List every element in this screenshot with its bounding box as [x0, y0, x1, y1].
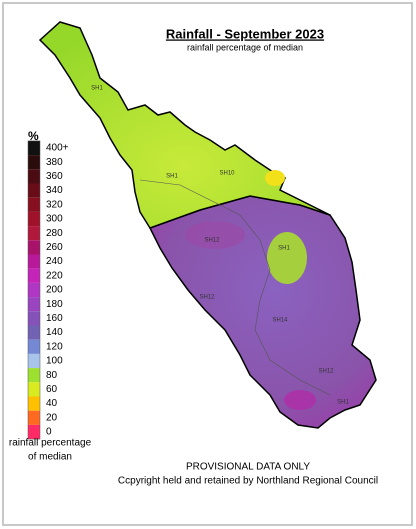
legend-label: 40 — [46, 398, 58, 409]
legend-label: 240 — [46, 256, 63, 267]
road-label: SH1 — [278, 246, 290, 252]
legend-swatch — [28, 226, 40, 241]
legend-label: 140 — [46, 327, 63, 338]
legend-swatch — [28, 268, 40, 283]
legend-unit: % — [28, 129, 39, 143]
legend-swatch — [28, 396, 40, 411]
legend: % 400+3803603403203002802602402202001801… — [9, 129, 92, 462]
legend-swatch — [28, 169, 40, 184]
legend-swatch — [28, 297, 40, 312]
footer-line: Ccpyright held and retained by Northland… — [118, 476, 378, 487]
header: Rainfall - September 2023 rainfall perce… — [166, 26, 324, 52]
legend-label: 220 — [46, 270, 63, 281]
legend-label: 20 — [46, 412, 58, 423]
road-label: SH12 — [199, 295, 215, 301]
road-labels: SH1 SH1 SH10 SH12 SH1 SH12 SH14 SH12 SH1 — [91, 86, 349, 406]
legend-swatch — [28, 140, 40, 156]
legend-swatch — [28, 282, 40, 298]
purple-patch — [185, 221, 245, 249]
title: Rainfall - September 2023 — [166, 26, 324, 41]
green-patch — [267, 232, 307, 284]
legend-label: 160 — [46, 313, 63, 324]
yellow-patch — [265, 170, 285, 186]
legend-label: 120 — [46, 341, 63, 352]
region-south — [148, 195, 377, 429]
legend-label: 260 — [46, 242, 63, 253]
legend-swatch — [28, 311, 40, 326]
legend-border — [27, 140, 41, 440]
subtitle: rainfall percentage of median — [187, 42, 303, 52]
legend-label: 380 — [46, 157, 63, 168]
legend-swatch — [28, 353, 40, 369]
legend-caption: rainfall percentage — [9, 438, 92, 449]
region-north — [38, 21, 331, 229]
legend-caption: of median — [28, 452, 72, 463]
road-label: SH1 — [91, 86, 103, 92]
road-label: SH1 — [166, 174, 178, 180]
road-label: SH10 — [219, 171, 235, 177]
legend-swatch — [28, 339, 40, 354]
legend-swatch — [28, 197, 40, 212]
legend-label: 340 — [46, 185, 63, 196]
legend-label: 60 — [46, 384, 58, 395]
legend-swatch — [28, 424, 40, 440]
legend-swatch — [28, 155, 40, 170]
legend-label: 320 — [46, 199, 63, 210]
legend-swatch — [28, 254, 40, 269]
road — [139, 179, 331, 396]
magenta-patch — [284, 390, 316, 410]
footer-line: PROVISIONAL DATA ONLY — [186, 462, 310, 473]
road-label: SH12 — [318, 369, 334, 375]
legend-label: 280 — [46, 228, 63, 239]
legend-label: 360 — [46, 171, 63, 182]
road-label: SH1 — [337, 400, 349, 406]
frame — [2, 2, 413, 526]
legend-label: 400+ — [46, 143, 69, 154]
footer: PROVISIONAL DATA ONLY Ccpyright held and … — [118, 462, 378, 487]
legend-label: 180 — [46, 299, 63, 310]
road-label: SH14 — [272, 318, 288, 324]
legend-swatch — [28, 211, 40, 227]
legend-swatch — [28, 183, 40, 198]
legend-label: 100 — [46, 356, 63, 367]
legend-label: 80 — [46, 370, 58, 381]
road-label: SH12 — [204, 238, 220, 244]
legend-label: 0 — [46, 427, 52, 438]
legend-swatch — [28, 240, 40, 255]
legend-swatch — [28, 368, 40, 383]
legend-label: 200 — [46, 285, 63, 296]
legend-swatch — [28, 325, 40, 340]
legend-label: 300 — [46, 214, 63, 225]
legend-swatch — [28, 382, 40, 397]
legend-swatch — [28, 410, 40, 425]
